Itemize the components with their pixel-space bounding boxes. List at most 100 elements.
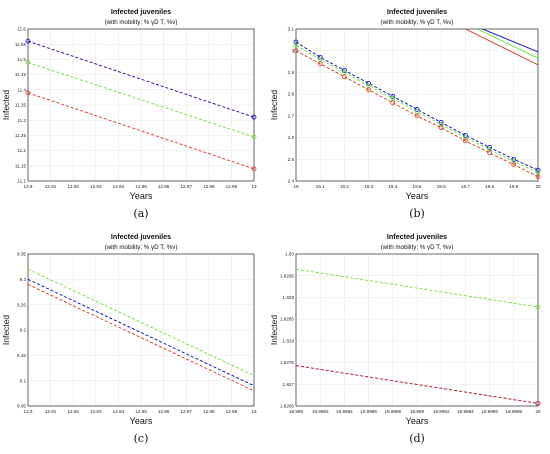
- chart-panel-0: Infected juveniles (with mobility; % γD T…: [1, 7, 257, 220]
- chart-subtitle: (with mobility; % γD T, %v): [381, 19, 454, 26]
- data-point: [487, 144, 493, 150]
- data-point: [462, 132, 468, 138]
- plot-frame: [27, 28, 255, 182]
- data-point: [511, 156, 517, 162]
- data-point: [25, 38, 31, 44]
- x-tick-label: 12.93: [90, 409, 102, 414]
- chart-panel-1: Infected juveniles (with mobility; % γD T…: [269, 7, 541, 220]
- y-tick-label: 9.2: [20, 328, 27, 333]
- data-point: [438, 119, 444, 125]
- data-point: [341, 74, 347, 80]
- y-tick-label: 1.8275: [280, 360, 294, 365]
- y-axis-label: Infected: [269, 90, 279, 121]
- x-tick-label: 19.8: [485, 184, 494, 189]
- y-tick-label: 1.828: [283, 338, 295, 343]
- y-tick-label: 9.35: [17, 252, 26, 257]
- x-tick-label: 19.9984: [336, 409, 353, 414]
- y-tick-label: 11.45: [15, 72, 27, 77]
- data-point: [390, 93, 396, 99]
- data-point: [317, 54, 323, 60]
- data-point: [414, 113, 420, 119]
- y-axis-label: Infected: [269, 315, 279, 346]
- x-tick-label: 12.95: [135, 409, 147, 414]
- x-tick-label: 12.97: [180, 184, 192, 189]
- x-tick-label: 19.5: [413, 184, 422, 189]
- series-line-3: [482, 29, 538, 53]
- x-tick-label: 13: [251, 409, 257, 414]
- y-tick-label: 11.2: [17, 148, 26, 153]
- data-point: [390, 100, 396, 106]
- data-point: [487, 150, 493, 156]
- data-point: [25, 60, 31, 65]
- chart-subtitle: (with mobility; % γD T, %v): [381, 244, 454, 251]
- y-tick-label: 9.15: [17, 353, 26, 358]
- chart-panel-3: Infected juveniles (with mobility; % γD T…: [269, 232, 541, 445]
- x-tick-label: 12.99: [226, 184, 238, 189]
- y-tick-label: 2.9: [288, 70, 295, 75]
- data-point: [293, 42, 299, 48]
- x-tick-label: 19.1: [316, 184, 325, 189]
- y-tick-label: 11.15: [15, 163, 27, 168]
- x-tick-label: 12.96: [158, 409, 170, 414]
- x-tick-label: 12.92: [67, 409, 79, 414]
- data-point: [414, 106, 420, 112]
- data-point: [535, 174, 541, 180]
- x-tick-label: 12.97: [180, 409, 192, 414]
- x-tick-label: 19.9988: [384, 409, 401, 414]
- x-tick-label: 12.94: [113, 409, 125, 414]
- y-tick-label: 2.4: [288, 179, 295, 184]
- y-tick-label: 9.3: [20, 277, 27, 282]
- y-axis-label: Infected: [1, 90, 11, 121]
- x-tick-label: 12.98: [203, 184, 215, 189]
- data-point: [251, 134, 257, 140]
- data-point: [511, 159, 517, 164]
- y-tick-label: 3: [291, 48, 294, 53]
- x-tick-label: 12.98: [203, 409, 215, 414]
- x-tick-label: 19: [293, 184, 299, 189]
- x-tick-label: 20: [535, 184, 541, 189]
- y-tick-label: 11.3: [17, 118, 26, 123]
- x-tick-label: 19.9998: [505, 409, 522, 414]
- data-point: [293, 48, 299, 54]
- chart-title: Infected juveniles: [111, 232, 171, 241]
- data-point: [535, 304, 541, 310]
- y-tick-label: 9.05: [17, 404, 26, 409]
- y-tick-label: 11.6: [17, 27, 26, 32]
- data-point: [462, 138, 468, 144]
- series-line-1: [28, 278, 254, 387]
- x-tick-label: 19.4: [388, 184, 397, 189]
- x-tick-label: 19.9986: [360, 409, 377, 414]
- x-tick-label: 12.91: [45, 184, 57, 189]
- data-point: [341, 67, 347, 73]
- x-tick-label: 19.3: [364, 184, 373, 189]
- chart-title: Infected juveniles: [387, 7, 447, 16]
- data-point: [25, 90, 31, 96]
- data-point: [366, 87, 372, 93]
- y-tick-label: 1.8265: [280, 404, 294, 409]
- series-line-0: [296, 268, 538, 308]
- series-line-2: [296, 50, 538, 178]
- series-group: [28, 268, 254, 392]
- y-tick-label: 1.83: [285, 252, 294, 257]
- x-tick-label: 19.9: [509, 184, 518, 189]
- chart-title: Infected juveniles: [387, 232, 447, 241]
- x-tick-label: 19.7: [461, 184, 470, 189]
- data-point: [462, 135, 468, 140]
- y-tick-label: 1.8295: [280, 273, 294, 278]
- series-group: [296, 268, 538, 404]
- x-tick-label: 12.96: [158, 184, 170, 189]
- panel-caption: (d): [409, 432, 425, 445]
- y-tick-label: 11.1: [17, 179, 26, 184]
- x-tick-label: 12.95: [135, 184, 147, 189]
- x-tick-label: 12.9: [24, 409, 33, 414]
- x-tick-label: 12.94: [113, 184, 125, 189]
- chart-subtitle: (with mobility; % γD T, %v): [105, 19, 178, 26]
- data-point: [438, 122, 444, 127]
- x-tick-label: 19.2: [340, 184, 349, 189]
- x-tick-label: 13: [251, 184, 257, 189]
- x-axis-label: Years: [130, 416, 153, 426]
- y-tick-label: 9.1: [20, 378, 27, 383]
- data-point: [487, 147, 493, 152]
- x-tick-label: 12.9: [24, 184, 33, 189]
- chart-subtitle: (with mobility; % γD T, %v): [105, 244, 178, 251]
